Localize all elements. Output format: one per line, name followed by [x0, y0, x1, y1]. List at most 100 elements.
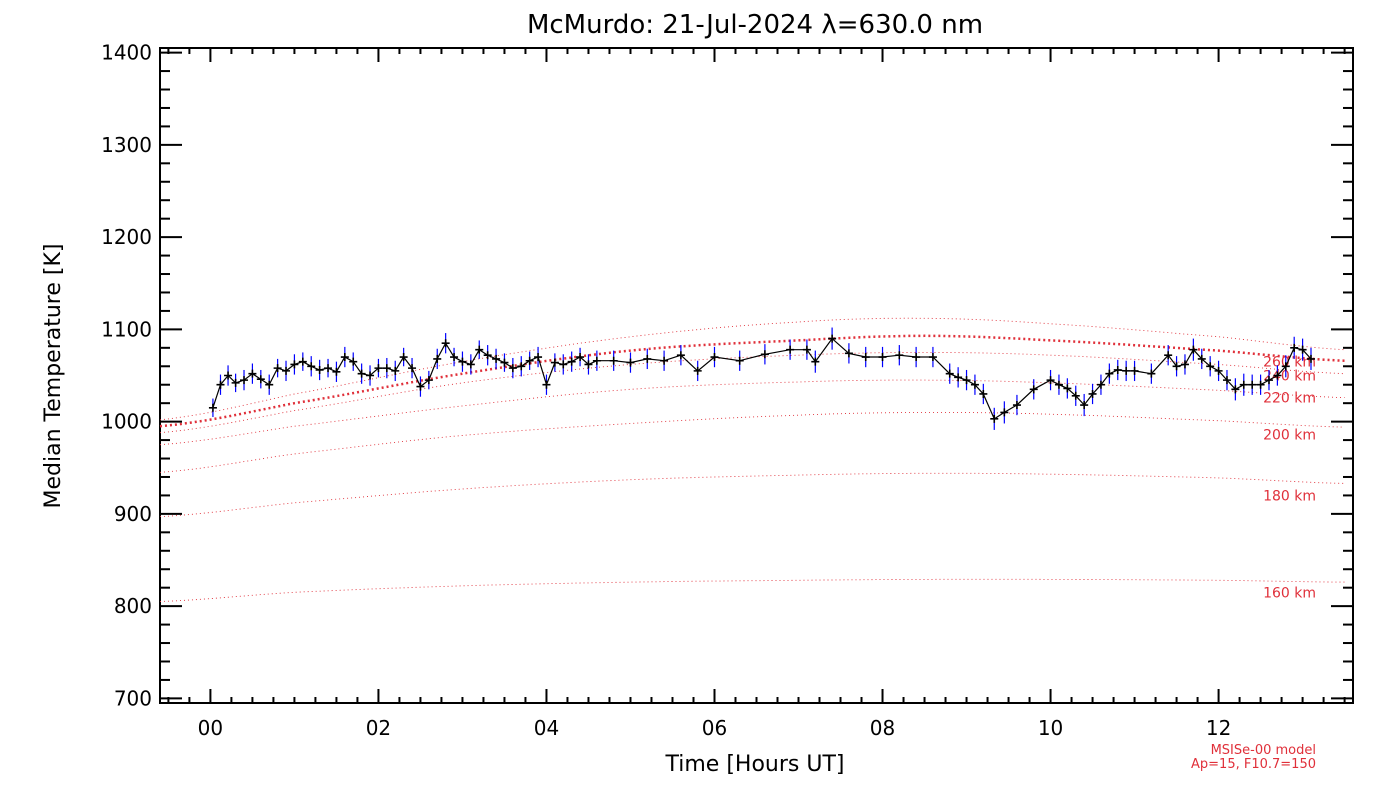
y-tick-label: 800: [114, 594, 152, 618]
data-point: [710, 353, 719, 362]
data-point: [273, 364, 282, 373]
data-point: [298, 357, 307, 366]
data-point: [861, 353, 870, 362]
data-point: [559, 360, 568, 369]
data-point: [340, 353, 349, 362]
data-point: [231, 378, 240, 387]
data-point: [1306, 354, 1315, 363]
data-point: [1096, 380, 1105, 389]
data-point: [1054, 380, 1063, 389]
data-point: [450, 353, 459, 362]
data-point: [240, 376, 249, 385]
data-point: [1189, 345, 1198, 354]
data-point: [970, 380, 979, 389]
y-tick-label: 700: [114, 686, 152, 710]
data-point: [408, 364, 417, 373]
data-point: [626, 358, 635, 367]
data-point: [458, 357, 467, 366]
data-point: [609, 356, 618, 365]
data-point: [508, 364, 517, 373]
y-tick-label: 900: [114, 502, 152, 526]
data-point: [349, 357, 358, 366]
data-point: [1000, 408, 1009, 417]
data-point: [1180, 360, 1189, 369]
model-curve-250-km: [159, 334, 1345, 428]
data-point: [1113, 365, 1122, 374]
data-point: [324, 364, 333, 373]
data-point: [282, 366, 291, 375]
data-point: [1256, 380, 1265, 389]
y-tick-label: 1000: [101, 410, 152, 434]
model-curve-260-km: [159, 317, 1345, 421]
data-point: [1248, 380, 1257, 389]
model-curve-label: 220 km: [1263, 391, 1316, 407]
x-tick-label: 12: [1206, 716, 1231, 740]
data-point: [1122, 366, 1131, 375]
data-point: [584, 360, 593, 369]
y-tick-label: 1300: [101, 133, 152, 157]
data-point: [1012, 401, 1021, 410]
data-point: [208, 403, 217, 412]
data-point: [1290, 343, 1299, 352]
data-point: [1222, 376, 1231, 385]
model-curve-180-km: [159, 472, 1345, 518]
model-curve-160-km: [159, 578, 1345, 602]
data-point: [1273, 371, 1282, 380]
x-tick-label: 06: [702, 716, 727, 740]
data-point: [248, 369, 257, 378]
model-curve-200-km: [159, 411, 1345, 473]
data-point: [1088, 389, 1097, 398]
data-point: [802, 345, 811, 354]
data-point: [676, 351, 685, 360]
y-tick-label: 1100: [101, 317, 152, 341]
model-name-note: MSISe-00 model: [1211, 743, 1316, 758]
data-point: [693, 366, 702, 375]
model-curve-label: 180 km: [1263, 488, 1316, 504]
data-point: [1231, 385, 1240, 394]
data-point: [216, 380, 225, 389]
data-point: [534, 353, 543, 362]
data-point: [979, 389, 988, 398]
data-point: [517, 362, 526, 371]
y-tick-label: 1400: [101, 41, 152, 65]
data-point: [1046, 376, 1055, 385]
model-curve-label: 240 km: [1263, 369, 1316, 385]
data-point: [928, 353, 937, 362]
data-point: [811, 357, 820, 366]
data-point: [492, 354, 501, 363]
data-point: [1281, 362, 1290, 371]
data-point: [1063, 384, 1072, 393]
x-tick-label: 00: [198, 716, 223, 740]
data-point: [735, 356, 744, 365]
data-point: [660, 356, 669, 365]
data-point: [962, 376, 971, 385]
data-point: [895, 351, 904, 360]
data-point: [483, 351, 492, 360]
data-point: [224, 371, 233, 380]
model-curve-240-km: [159, 351, 1345, 434]
data-point: [374, 364, 383, 373]
data-point: [1130, 366, 1139, 375]
data-point: [357, 369, 366, 378]
data-point: [500, 358, 509, 367]
data-point: [315, 365, 324, 374]
data-point: [828, 334, 837, 343]
axes: 00 02 04 06 08 10 12 700 800 900 1000 1100 1200 1300 1…: [101, 41, 1353, 740]
model-curve-label: 160 km: [1263, 585, 1316, 601]
data-point: [844, 349, 853, 358]
data-point: [1214, 366, 1223, 375]
data-point: [1172, 362, 1181, 371]
data-point: [1298, 345, 1307, 354]
data-point: [550, 358, 559, 367]
data-point: [1080, 401, 1089, 410]
temperature-line: [212, 337, 1312, 420]
data-point: [1164, 351, 1173, 360]
x-tick-label: 02: [366, 716, 391, 740]
data-point: [290, 360, 299, 369]
data-point: [760, 350, 769, 359]
data-point: [945, 369, 954, 378]
data-point: [990, 414, 999, 423]
x-axis-label: Time [Hours UT]: [665, 752, 845, 777]
